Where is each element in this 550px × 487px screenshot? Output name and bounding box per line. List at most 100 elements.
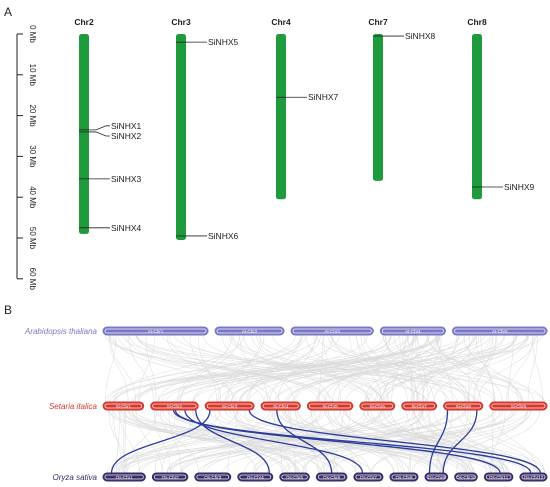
- chrom-label: Si-Chr4: [273, 404, 289, 409]
- chrom-label: At-Chr5: [492, 329, 508, 334]
- background-link: [413, 334, 459, 403]
- background-link: [271, 409, 325, 474]
- chrom-bar-inner: [196, 474, 230, 480]
- background-link: [131, 409, 287, 474]
- background-link: [332, 334, 416, 403]
- chrom-bar-inner: [445, 403, 482, 409]
- chrom-label: At-Chr3: [324, 329, 340, 334]
- background-link: [316, 334, 441, 403]
- gene-label-sinhx3: SiNHX3: [111, 174, 142, 184]
- background-link: [411, 334, 491, 403]
- chrom-at-chr1: At-Chr1: [102, 326, 209, 336]
- scale-label: 50 Mb: [28, 227, 37, 250]
- gene-leader-line: [89, 131, 110, 137]
- background-link: [174, 334, 495, 403]
- chromosome-label: Chr8: [467, 17, 487, 27]
- chrom-bar-inner: [104, 403, 143, 409]
- background-link: [380, 334, 440, 403]
- chrom-label: Si-Chr5: [322, 404, 338, 409]
- panel-a-chromosome-map: 0 Mb 10 Mb 20 Mb 30 Mb 40 Mb 50 Mb 60 Mb Chr2 Si…: [16, 17, 535, 291]
- gene-label-sinhx8: SiNHX8: [405, 31, 436, 41]
- chrom-bar-inner: [454, 328, 546, 334]
- chrom-os-chr7: Os-Chr7: [353, 472, 384, 482]
- background-link: [492, 409, 494, 474]
- background-link: [273, 409, 283, 474]
- chrom-bar-inner: [521, 474, 546, 480]
- background-link: [301, 409, 424, 474]
- background-link: [411, 409, 532, 474]
- chromosome-bar: [176, 34, 186, 241]
- chrom-at-chr2: At-Chr2: [214, 326, 285, 336]
- chrom-bar-inner: [216, 328, 283, 334]
- chromosome-bar: [373, 34, 383, 181]
- background-link: [257, 334, 469, 403]
- gene-label-sinhx5: SiNHX5: [208, 37, 239, 47]
- background-link: [363, 334, 447, 403]
- chrom-bar-inner: [292, 328, 372, 334]
- background-link: [127, 409, 490, 474]
- background-link: [179, 409, 341, 474]
- panel-b-synteny-plot: Arabidopsis thaliana At-Chr1 At-Chr2 At-Chr…: [24, 326, 548, 482]
- background-link: [532, 334, 543, 403]
- chrom-si-chr1: Si-Chr1: [102, 401, 145, 411]
- background-link: [104, 334, 318, 403]
- chrom-label: Os-Chr6: [323, 475, 340, 480]
- background-link: [325, 334, 409, 403]
- scale-label: 0 Mb: [28, 25, 37, 43]
- chrom-label: Si-Chr6: [370, 404, 386, 409]
- background-link: [427, 334, 523, 403]
- background-link: [465, 409, 541, 474]
- chromosome-label: Chr3: [171, 17, 191, 27]
- chrom-si-chr4: Si-Chr4: [260, 401, 301, 411]
- background-link: [168, 334, 280, 403]
- background-link: [315, 334, 522, 403]
- background-link: [393, 334, 470, 403]
- chrom-label: Os-Chr1: [116, 475, 133, 480]
- chrom-os-chr2: Os-Chr2: [151, 472, 189, 482]
- chrom-bar-inner: [239, 474, 272, 480]
- background-link: [157, 334, 306, 403]
- highlight-link-si-chr3-to-os-chr1: [110, 409, 211, 474]
- chrom-os-chr10: Os-Chr10: [454, 472, 478, 482]
- background-link: [266, 409, 503, 474]
- background-link: [168, 409, 182, 474]
- highlight-link-si-chr4-to-os-chr6: [276, 409, 333, 474]
- chrom-os-chr11: Os-Chr11: [483, 472, 514, 482]
- chrom-label: Os-Chr4: [247, 475, 264, 480]
- chrom-si-chr2: Si-Chr2: [150, 401, 199, 411]
- chrom-os-chr4: Os-Chr4: [237, 472, 274, 482]
- background-link: [428, 409, 444, 474]
- background-link: [128, 334, 155, 403]
- panel-b-label: B: [4, 303, 12, 317]
- background-link: [197, 334, 217, 403]
- background-link: [356, 334, 389, 403]
- background-link: [124, 409, 126, 474]
- background-link: [475, 334, 495, 403]
- scale-label: 60 Mb: [28, 268, 37, 291]
- scale-label: 30 Mb: [28, 145, 37, 168]
- background-link: [124, 409, 307, 474]
- background-link: [276, 409, 468, 474]
- background-link: [129, 334, 328, 403]
- background-link: [263, 334, 418, 403]
- background-link: [368, 334, 517, 403]
- background-link: [456, 409, 471, 474]
- chrom-os-chr6: Os-Chr6: [315, 472, 348, 482]
- chrom-label: Os-Chr9: [428, 475, 445, 480]
- background-link: [161, 409, 195, 474]
- chromosome-bar: [276, 34, 286, 200]
- chromosome-label: Chr2: [74, 17, 94, 27]
- background-link: [136, 409, 393, 474]
- species-label: Setaria italica: [49, 402, 98, 411]
- highlight-link-si-chr2-to-os-chr7: [184, 409, 364, 474]
- background-link: [446, 409, 505, 474]
- background-link: [176, 334, 529, 403]
- chromosome-bar: [79, 34, 89, 234]
- species-label: Oryza sativa: [53, 473, 98, 482]
- chromosome-label: Chr4: [271, 17, 291, 27]
- chrom-label: At-Chr1: [148, 329, 164, 334]
- background-link: [433, 334, 529, 403]
- background-link: [366, 409, 546, 474]
